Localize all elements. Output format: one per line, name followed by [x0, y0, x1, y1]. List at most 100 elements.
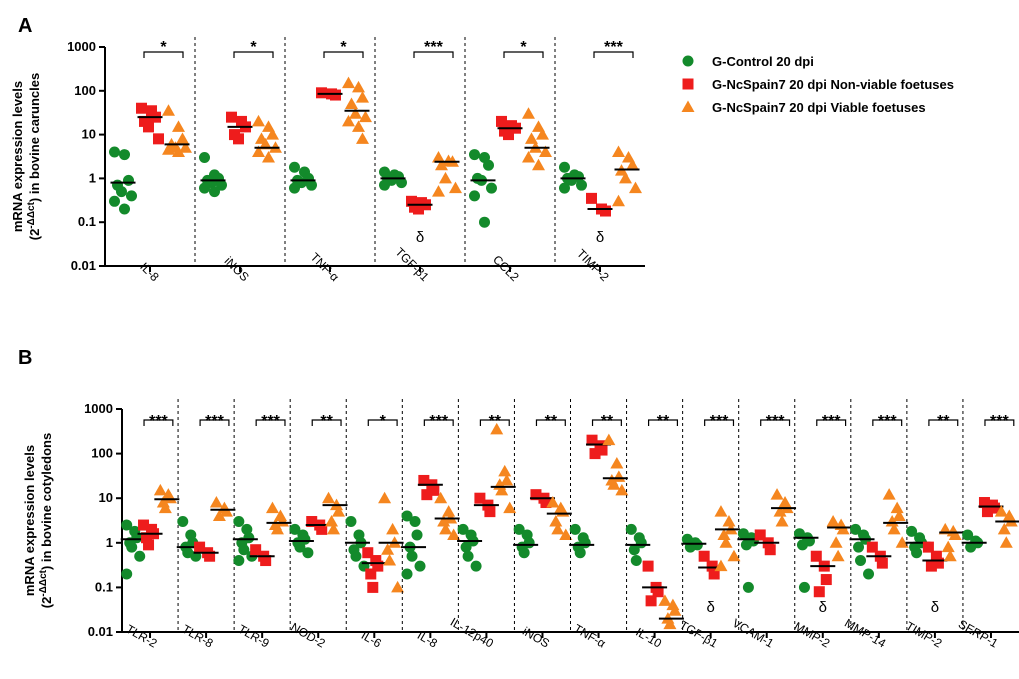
- data-point-viable: [252, 114, 265, 127]
- legend-marker-viable: [681, 100, 695, 112]
- category-label: TGF-β1: [677, 618, 720, 651]
- data-point-viable: [352, 80, 365, 93]
- significance-bracket: [143, 51, 184, 58]
- legend-marker-control: [682, 55, 694, 67]
- data-point-viable: [532, 120, 545, 132]
- data-point-viable: [890, 501, 904, 514]
- data-point-nonviable: [586, 434, 598, 446]
- data-point-viable: [727, 549, 741, 562]
- significance-marker: *: [250, 39, 257, 56]
- y-tick-label: 1: [89, 170, 96, 185]
- significance-bracket: [413, 51, 454, 58]
- data-point-nonviable: [708, 568, 720, 580]
- data-point-control: [233, 555, 245, 567]
- data-point-viable: [826, 515, 840, 527]
- data-point-viable: [719, 536, 733, 548]
- data-point-viable: [831, 549, 845, 562]
- data-point-viable: [356, 91, 369, 103]
- data-point-viable: [270, 522, 284, 535]
- significance-bracket: [323, 51, 364, 58]
- data-point-viable: [829, 536, 843, 548]
- significance-marker: **: [657, 413, 670, 430]
- data-point-viable: [322, 491, 336, 504]
- data-point-viable: [714, 559, 728, 572]
- data-point-nonviable: [367, 581, 379, 593]
- data-point-control: [569, 523, 581, 535]
- data-point-control: [630, 555, 642, 567]
- legend-label-control: G-Control 20 dpi: [712, 54, 814, 69]
- y-axis-label-line2: (2-ΔΔct) in bovine caruncles: [26, 73, 42, 241]
- data-point-viable: [775, 515, 789, 527]
- category-label: TLR-8: [180, 622, 216, 651]
- data-point-viable: [610, 456, 624, 469]
- data-point-nonviable: [484, 506, 496, 518]
- significance-bracket: [479, 419, 510, 426]
- data-point-control: [962, 529, 974, 541]
- data-point-control: [209, 186, 220, 198]
- data-point-viable: [434, 491, 448, 504]
- data-point-nonviable: [362, 547, 374, 559]
- data-point-control: [134, 550, 146, 562]
- category-label: iNOS: [520, 624, 552, 650]
- data-point-nonviable: [645, 595, 657, 607]
- data-point-viable: [626, 158, 639, 171]
- data-point-nonviable: [652, 586, 664, 598]
- data-point-nonviable: [372, 560, 384, 572]
- data-point-viable: [383, 554, 397, 566]
- data-point-control: [853, 541, 865, 553]
- y-tick-label: 1000: [67, 39, 96, 54]
- data-point-control: [414, 560, 426, 572]
- data-point-viable: [895, 536, 909, 548]
- data-point-viable: [668, 604, 682, 616]
- data-point-nonviable: [981, 506, 993, 518]
- y-axis-label-superscript: -ΔΔct: [26, 201, 37, 228]
- y-tick-label: 0.01: [88, 624, 113, 639]
- y-axis-label-part: (2: [27, 229, 42, 241]
- category-label: TLR-2: [124, 622, 160, 651]
- data-point-control: [216, 179, 227, 191]
- significance-bracket: [311, 419, 342, 426]
- data-point-control: [119, 149, 130, 161]
- significance-bracket: [816, 419, 847, 426]
- data-point-control: [411, 529, 423, 541]
- significance-marker: ***: [424, 39, 443, 56]
- significance-bracket: [143, 419, 174, 426]
- data-point-viable: [176, 132, 189, 144]
- data-point-nonviable: [925, 560, 937, 572]
- category-label: TIMP-2: [903, 619, 944, 651]
- category-label: iNOS: [222, 254, 252, 284]
- data-point-viable: [612, 194, 625, 207]
- significance-marker: *: [380, 413, 387, 430]
- data-point-viable: [345, 97, 358, 109]
- data-point-nonviable: [932, 557, 944, 569]
- data-point-control: [306, 179, 317, 191]
- data-point-viable: [525, 132, 538, 144]
- data-point-nonviable: [233, 133, 244, 145]
- data-point-nonviable: [141, 532, 153, 544]
- data-point-viable: [265, 501, 279, 514]
- data-point-control: [740, 539, 752, 551]
- data-point-nonviable: [370, 555, 382, 567]
- data-point-nonviable: [136, 102, 147, 114]
- data-point-control: [126, 190, 137, 202]
- data-point-control: [302, 547, 314, 559]
- data-point-control: [401, 510, 413, 522]
- data-point-control: [469, 149, 480, 161]
- data-point-control: [289, 523, 301, 535]
- category-label: IL-8: [137, 260, 162, 285]
- data-point-viable: [172, 145, 185, 158]
- data-point-control: [798, 581, 810, 593]
- data-point-viable: [773, 505, 787, 517]
- significance-marker: ***: [822, 413, 841, 430]
- data-point-viable: [717, 528, 731, 540]
- data-point-viable: [153, 483, 167, 496]
- significance-marker: *: [160, 39, 167, 56]
- data-point-viable: [490, 422, 504, 435]
- category-label: TNF-α: [571, 621, 608, 650]
- y-axis-label-line2: (2-ΔΔct) in bovine cotyledons: [38, 433, 54, 608]
- data-point-control: [233, 516, 245, 528]
- data-point-nonviable: [413, 203, 424, 215]
- category-label: NOD-2: [288, 620, 328, 651]
- y-tick-label: 100: [74, 83, 96, 98]
- data-point-viable: [327, 522, 341, 535]
